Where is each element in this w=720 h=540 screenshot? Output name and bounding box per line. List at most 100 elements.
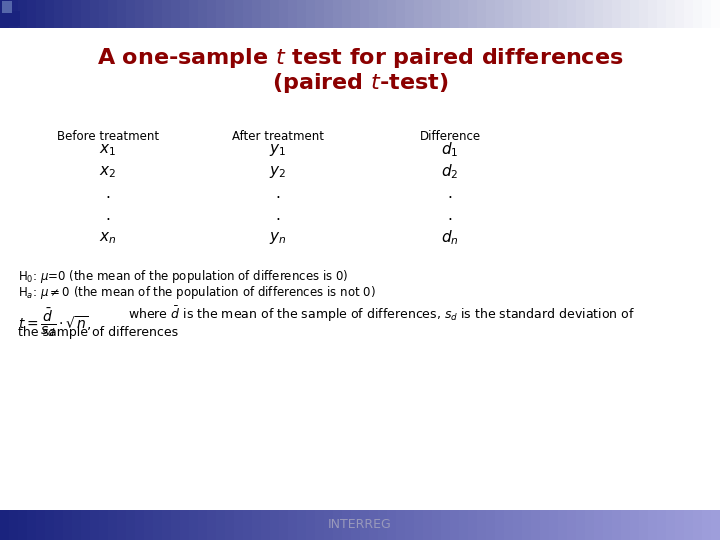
Text: Before treatment: Before treatment [57, 130, 159, 143]
Bar [297, 0, 306, 28]
Bar [585, 0, 594, 28]
Bar [225, 0, 234, 28]
Bar [648, 510, 657, 540]
Text: After treatment: After treatment [232, 130, 324, 143]
Bar [558, 0, 567, 28]
Bar [0, 510, 9, 540]
Bar [459, 510, 468, 540]
Bar [216, 510, 225, 540]
Bar [9, 0, 18, 28]
Bar [18, 0, 27, 28]
Bar [693, 510, 702, 540]
Bar [63, 510, 72, 540]
Bar [522, 510, 531, 540]
Bar [405, 0, 414, 28]
Text: $x_n$: $x_n$ [99, 230, 117, 246]
Text: H$_a$: $\mu$$\neq$0 (the mean of the population of differences is not 0): H$_a$: $\mu$$\neq$0 (the mean of the pop… [18, 284, 376, 301]
Bar [207, 0, 216, 28]
Bar [36, 510, 45, 540]
Bar [324, 0, 333, 28]
Bar [621, 510, 630, 540]
Bar [540, 0, 549, 28]
Bar [576, 0, 585, 28]
Bar [576, 510, 585, 540]
Bar [351, 0, 360, 28]
Bar [531, 510, 540, 540]
Bar [117, 0, 126, 28]
Bar [126, 510, 135, 540]
Bar [657, 510, 666, 540]
Bar [117, 510, 126, 540]
Bar [270, 510, 279, 540]
Bar [72, 510, 81, 540]
Bar [360, 510, 369, 540]
Bar [558, 510, 567, 540]
Bar [540, 510, 549, 540]
Bar [144, 0, 153, 28]
Bar [432, 0, 441, 28]
Bar [279, 0, 288, 28]
Bar [135, 0, 144, 28]
Bar [684, 510, 693, 540]
Bar [360, 0, 369, 28]
Bar [630, 0, 639, 28]
Text: A one-sample $\mathit{t}$ test for paired differences: A one-sample $\mathit{t}$ test for paire… [96, 46, 624, 70]
Bar [216, 0, 225, 28]
Bar [495, 0, 504, 28]
Text: $d_2$: $d_2$ [441, 163, 459, 181]
Bar [648, 0, 657, 28]
Bar [423, 510, 432, 540]
Bar [693, 0, 702, 28]
Text: $t = \dfrac{\bar{d}}{s_d} \cdot \sqrt{n},$: $t = \dfrac{\bar{d}}{s_d} \cdot \sqrt{n}… [18, 306, 92, 339]
Text: .: . [276, 186, 280, 201]
Bar [288, 510, 297, 540]
Bar [396, 510, 405, 540]
Text: $y_n$: $y_n$ [269, 230, 287, 246]
Text: H$_0$: $\mu$=0 (the mean of the population of differences is 0): H$_0$: $\mu$=0 (the mean of the populati… [18, 268, 348, 285]
Bar [171, 510, 180, 540]
Bar [252, 510, 261, 540]
Bar [315, 510, 324, 540]
Bar [549, 510, 558, 540]
Bar [135, 510, 144, 540]
Bar [585, 510, 594, 540]
Bar [72, 0, 81, 28]
Bar [2, 11, 20, 26]
Text: INTERREG: INTERREG [328, 518, 392, 531]
Bar [306, 510, 315, 540]
Bar [432, 510, 441, 540]
Bar [162, 510, 171, 540]
Bar [261, 0, 270, 28]
Bar [711, 510, 720, 540]
Bar [270, 0, 279, 28]
Bar [234, 510, 243, 540]
Bar [261, 510, 270, 540]
Bar [468, 0, 477, 28]
Bar [486, 510, 495, 540]
Text: $y_2$: $y_2$ [269, 164, 287, 180]
Bar [153, 510, 162, 540]
Bar [297, 510, 306, 540]
Bar [378, 510, 387, 540]
Bar [144, 510, 153, 540]
Bar [405, 510, 414, 540]
Bar [702, 510, 711, 540]
Bar [549, 0, 558, 28]
Text: .: . [106, 186, 110, 201]
Bar [108, 0, 117, 28]
Bar [630, 510, 639, 540]
Bar [504, 510, 513, 540]
Bar [684, 0, 693, 28]
Bar [414, 510, 423, 540]
Bar [306, 0, 315, 28]
Bar [243, 510, 252, 540]
Bar [126, 0, 135, 28]
Bar [396, 0, 405, 28]
Bar [603, 510, 612, 540]
Text: .: . [448, 186, 452, 201]
Bar [333, 510, 342, 540]
Bar [414, 0, 423, 28]
Bar [468, 510, 477, 540]
Bar [90, 0, 99, 28]
Bar [189, 510, 198, 540]
